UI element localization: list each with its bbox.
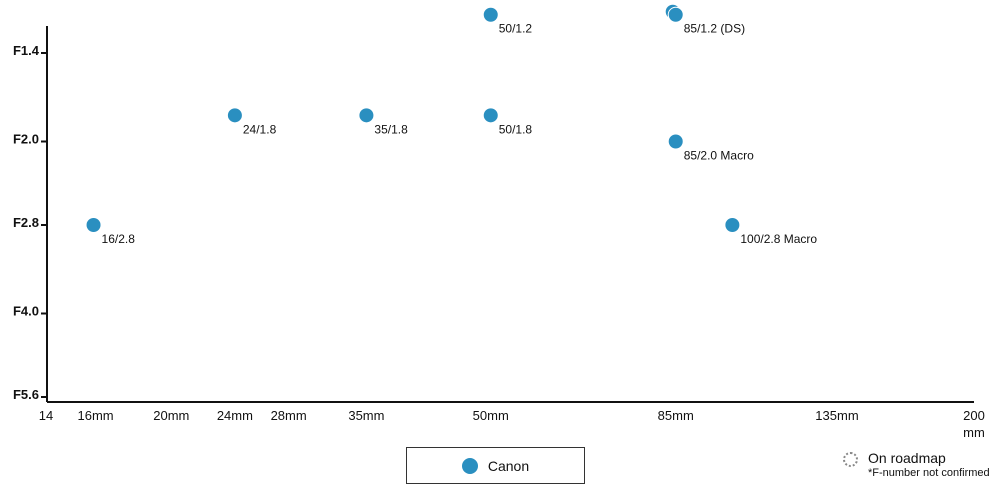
x-tick-label: 200 [963, 408, 985, 423]
data-labels: 16/2.8 24/1.8 35/1.8 50/1.2 50/1.8 85/1.2 (DS… [102, 22, 818, 246]
legend-swatch-canon [461, 457, 478, 474]
x-tick-label: 135mm [815, 408, 858, 423]
x-tick-label: 50mm [473, 408, 509, 423]
y-tick-label: F4.0 [13, 304, 39, 319]
data-point-label: 85/2.0 Macro [684, 149, 754, 163]
x-tick-label: 20mm [153, 408, 189, 423]
data-point [358, 107, 375, 124]
x-tick-label: 35mm [348, 408, 384, 423]
data-point-label: 85/1.2 (DS) [684, 22, 745, 36]
data-point-label: 35/1.8 [374, 122, 408, 136]
data-point-label: 24/1.8 [243, 122, 277, 136]
data-point [482, 107, 499, 124]
data-point [482, 6, 499, 23]
x-axis-ticks: 14 16mm 20mm 24mm 28mm 35mm 50mm 85mm 135mm 200 mm [39, 408, 985, 440]
data-point [226, 107, 243, 124]
legend: Canon [406, 447, 585, 484]
roadmap-note: *F-number not confirmed [868, 467, 990, 479]
legend-label-canon: Canon [487, 457, 530, 474]
data-point [667, 6, 684, 23]
data-point [85, 217, 102, 233]
dotted-circle-icon [843, 452, 858, 467]
data-point [724, 217, 741, 233]
data-point-label: 16/2.8 [102, 232, 136, 246]
y-tick-label: F5.6 [13, 387, 39, 402]
x-tick-label: 28mm [271, 408, 307, 423]
y-tick-label: F2.8 [13, 215, 39, 230]
data-point-label: 100/2.8 Macro [740, 232, 817, 246]
x-tick-label: 16mm [77, 408, 113, 423]
data-point-label: 50/1.2 [499, 22, 533, 36]
axes [46, 26, 974, 403]
x-tick-label: 14 [39, 408, 53, 423]
x-tick-label: 24mm [217, 408, 253, 423]
data-points [85, 3, 741, 233]
data-point-label: 50/1.8 [499, 122, 533, 136]
data-point [667, 133, 684, 150]
y-tick-label: F1.4 [13, 43, 40, 58]
y-axis-ticks: F1.4 F2.0 F2.8 F4.0 F5.6 [13, 43, 47, 402]
x-tick-label: 85mm [658, 408, 694, 423]
x-unit-label: mm [963, 425, 985, 440]
y-tick-label: F2.0 [13, 132, 39, 147]
roadmap-title: On roadmap [868, 450, 946, 466]
